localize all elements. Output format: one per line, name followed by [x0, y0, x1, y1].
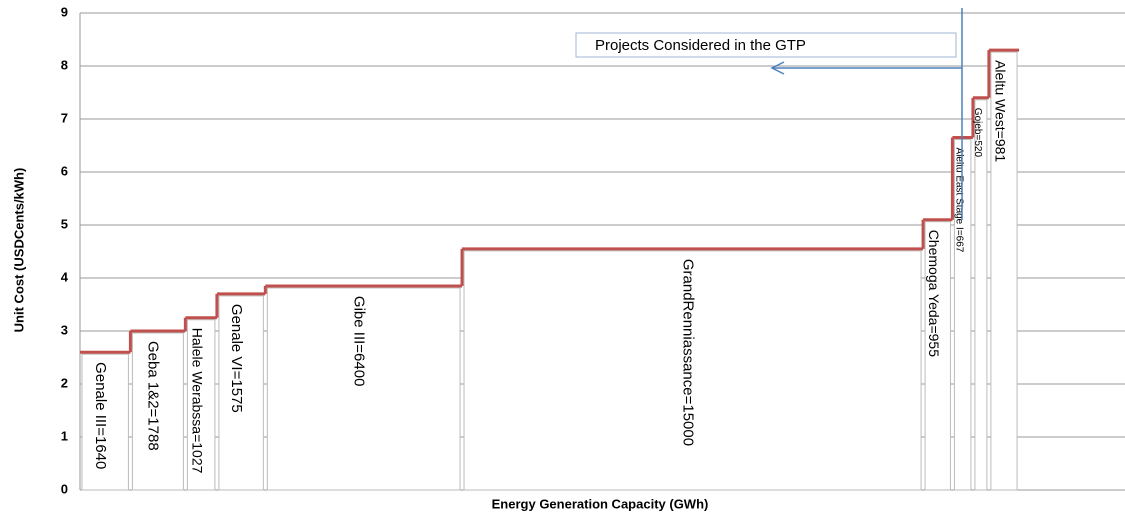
y-tick-label: 1 — [61, 428, 68, 443]
bar-label: Genale III=1640 — [92, 362, 109, 469]
bar-label: Geba 1&2=1788 — [145, 341, 162, 451]
y-tick-label: 9 — [61, 4, 68, 19]
bar-label: Halele Werabssa=1027 — [190, 328, 206, 474]
y-axis-label: Unit Cost (USDCents/kWh) — [11, 168, 26, 333]
bar — [974, 99, 988, 491]
y-tick-label: 0 — [61, 481, 68, 496]
arrow-head — [770, 61, 785, 75]
bar — [131, 332, 184, 491]
y-tick-label: 3 — [61, 322, 68, 337]
bar-label: Aleltu East Stage I=667 — [954, 148, 965, 253]
bar — [266, 287, 461, 491]
y-tick-label: 7 — [61, 110, 68, 125]
bar — [924, 221, 951, 491]
bar-label: Aleltu West=981 — [992, 60, 1008, 162]
y-tick-label: 2 — [61, 375, 68, 390]
bar — [990, 51, 1018, 491]
bar-label: Gojeb=520 — [972, 108, 983, 158]
bar — [218, 295, 264, 491]
bar — [186, 319, 216, 491]
bar-label: Gibe III=6400 — [350, 296, 367, 386]
y-tick-label: 8 — [61, 57, 68, 72]
x-axis-label: Energy Generation Capacity (GWh) — [492, 496, 709, 511]
y-tick-label: 6 — [61, 163, 68, 178]
bar — [463, 250, 922, 491]
bar-label: Chemoga Yeda=955 — [926, 230, 942, 357]
y-tick-label: 4 — [61, 269, 69, 284]
annotation: Projects Considered in the GTP — [595, 37, 806, 54]
bar — [81, 353, 129, 491]
bar-label: GrandRenniassance=15000 — [679, 259, 696, 446]
bar-label: Genale VI=1575 — [228, 304, 245, 413]
annotation-box — [575, 32, 957, 58]
y-tick-label: 5 — [61, 216, 68, 231]
